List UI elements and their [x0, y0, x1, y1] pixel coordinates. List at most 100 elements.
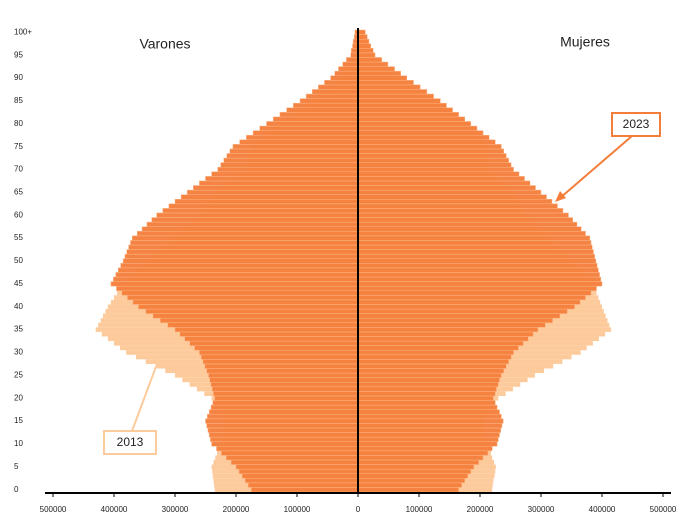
bar — [286, 107, 359, 113]
bar — [357, 432, 500, 438]
y-tick-label: 45 — [14, 279, 23, 288]
bar — [223, 157, 359, 163]
bar — [357, 52, 376, 58]
bar — [357, 48, 374, 54]
bar — [357, 162, 512, 168]
bar — [124, 253, 359, 259]
bar — [115, 272, 359, 278]
arrow-head — [555, 191, 566, 202]
annotation-label: 2023 — [623, 117, 650, 131]
bar — [357, 455, 484, 461]
y-tick-label: 0 — [14, 485, 19, 494]
bar — [180, 194, 359, 200]
bar — [220, 162, 359, 168]
bar — [357, 258, 597, 264]
annotation-box — [611, 112, 661, 137]
bar — [357, 231, 586, 237]
bar — [239, 139, 359, 145]
bar — [357, 235, 591, 241]
bar — [146, 221, 359, 227]
bar — [357, 253, 595, 259]
bar — [238, 468, 359, 474]
bar — [194, 345, 359, 351]
bar — [357, 340, 524, 346]
bar — [357, 66, 395, 72]
bar — [357, 38, 370, 44]
y-tick-label: 35 — [14, 325, 23, 334]
bar — [357, 381, 499, 388]
x-tick-label: 200000 — [223, 505, 250, 514]
y-tick-label: 5 — [14, 462, 19, 471]
bar — [318, 84, 359, 90]
bar — [357, 249, 594, 255]
bar — [357, 212, 569, 218]
y-tick-label: 65 — [14, 187, 23, 196]
annotation-box — [103, 430, 157, 455]
bar — [211, 386, 359, 392]
bar — [357, 29, 366, 35]
bar — [324, 80, 359, 86]
bar — [299, 98, 359, 104]
bar — [357, 61, 389, 67]
bar — [266, 121, 359, 127]
bar — [357, 446, 493, 452]
bar — [357, 336, 529, 342]
bar — [342, 61, 359, 67]
bar — [230, 459, 359, 465]
y-tick-label: 20 — [14, 393, 23, 402]
bar — [357, 244, 593, 250]
bar — [206, 368, 359, 374]
bar — [357, 112, 459, 118]
bar — [357, 107, 453, 113]
bar — [357, 93, 434, 99]
bar — [357, 139, 496, 145]
bar — [211, 441, 359, 447]
bar — [251, 487, 359, 493]
bar — [209, 377, 359, 383]
bar — [259, 125, 359, 131]
y-tick-label: 85 — [14, 96, 23, 105]
bar — [110, 281, 359, 287]
bar — [357, 148, 505, 154]
x-tick-label: 500000 — [40, 505, 67, 514]
bar — [357, 70, 401, 76]
bar — [207, 413, 359, 420]
x-tick-label: 100000 — [406, 505, 433, 514]
bar — [338, 66, 359, 72]
bar — [184, 336, 359, 342]
bar — [357, 459, 480, 465]
bar — [357, 198, 553, 205]
bar — [205, 176, 359, 182]
bar — [357, 299, 581, 305]
bar — [160, 317, 359, 324]
bar — [357, 166, 514, 173]
y-tick-label: 55 — [14, 233, 23, 242]
bar — [351, 48, 359, 54]
bar — [141, 226, 359, 232]
bar — [357, 391, 496, 397]
bar — [357, 80, 414, 86]
bar — [330, 75, 359, 81]
bar — [132, 235, 359, 241]
bar — [122, 258, 359, 264]
y-tick-label: 90 — [14, 73, 23, 82]
bar — [162, 208, 359, 214]
bar — [357, 176, 525, 182]
x-tick-label: 200000 — [467, 505, 494, 514]
bar — [357, 468, 472, 474]
bar — [152, 313, 359, 319]
bar — [210, 381, 359, 388]
bar — [357, 349, 514, 356]
y-tick-label: 95 — [14, 50, 23, 59]
bar — [208, 409, 359, 415]
bar — [116, 285, 359, 291]
bar — [357, 354, 512, 360]
bar — [357, 418, 504, 424]
bar — [221, 450, 359, 456]
bar — [357, 226, 582, 232]
bar — [357, 98, 441, 104]
bar — [357, 400, 496, 406]
bar — [357, 368, 505, 374]
x-tick-label: 0 — [356, 505, 361, 514]
